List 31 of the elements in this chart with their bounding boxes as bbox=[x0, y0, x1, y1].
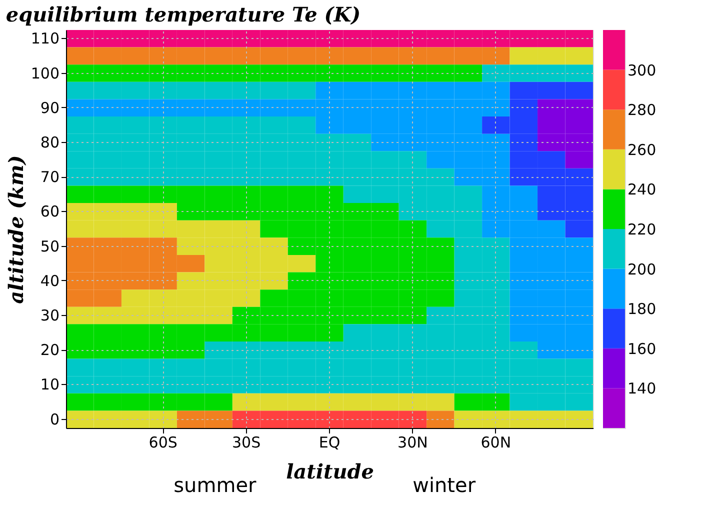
color-bar-label: 140 bbox=[628, 380, 656, 398]
y-tick-label: 10 bbox=[40, 376, 60, 394]
x-tick-label: EQ bbox=[318, 434, 340, 452]
color-bar-label: 240 bbox=[628, 180, 656, 199]
y-tick-label: 60 bbox=[40, 202, 60, 221]
y-tick-label: 0 bbox=[50, 410, 60, 428]
y-axis-title: altitude (km) bbox=[4, 155, 28, 304]
x-axis-title: latitude bbox=[286, 460, 374, 484]
color-bar-label: 220 bbox=[628, 220, 656, 238]
x-tick-label: 30N bbox=[398, 434, 428, 452]
x-tick-label: 60N bbox=[480, 434, 512, 452]
x-tick-label: 60S bbox=[148, 434, 178, 452]
y-tick-label: 90 bbox=[40, 98, 60, 117]
y-tick-label: 70 bbox=[40, 168, 60, 186]
y-tick-label: 80 bbox=[40, 133, 60, 152]
y-tick-label: 40 bbox=[40, 272, 60, 290]
color-bar-label: 280 bbox=[628, 101, 656, 120]
chart-title: equilibrium temperature Te (K) bbox=[6, 2, 361, 26]
color-bar-label: 180 bbox=[628, 300, 656, 318]
y-tick-label: 110 bbox=[30, 30, 60, 48]
color-bar-label: 260 bbox=[628, 140, 656, 159]
x-tick-label: 30S bbox=[232, 434, 261, 452]
y-tick-label: 20 bbox=[40, 341, 60, 360]
text: summer bbox=[174, 473, 258, 497]
color-bar-label: 300 bbox=[628, 61, 656, 80]
color-bar-label: 200 bbox=[628, 260, 656, 278]
y-tick-label: 100 bbox=[30, 64, 60, 82]
y-tick-label: 50 bbox=[40, 237, 60, 256]
text: winter bbox=[412, 473, 476, 497]
y-tick-label: 30 bbox=[40, 306, 60, 325]
color-bar-label: 160 bbox=[628, 340, 656, 358]
